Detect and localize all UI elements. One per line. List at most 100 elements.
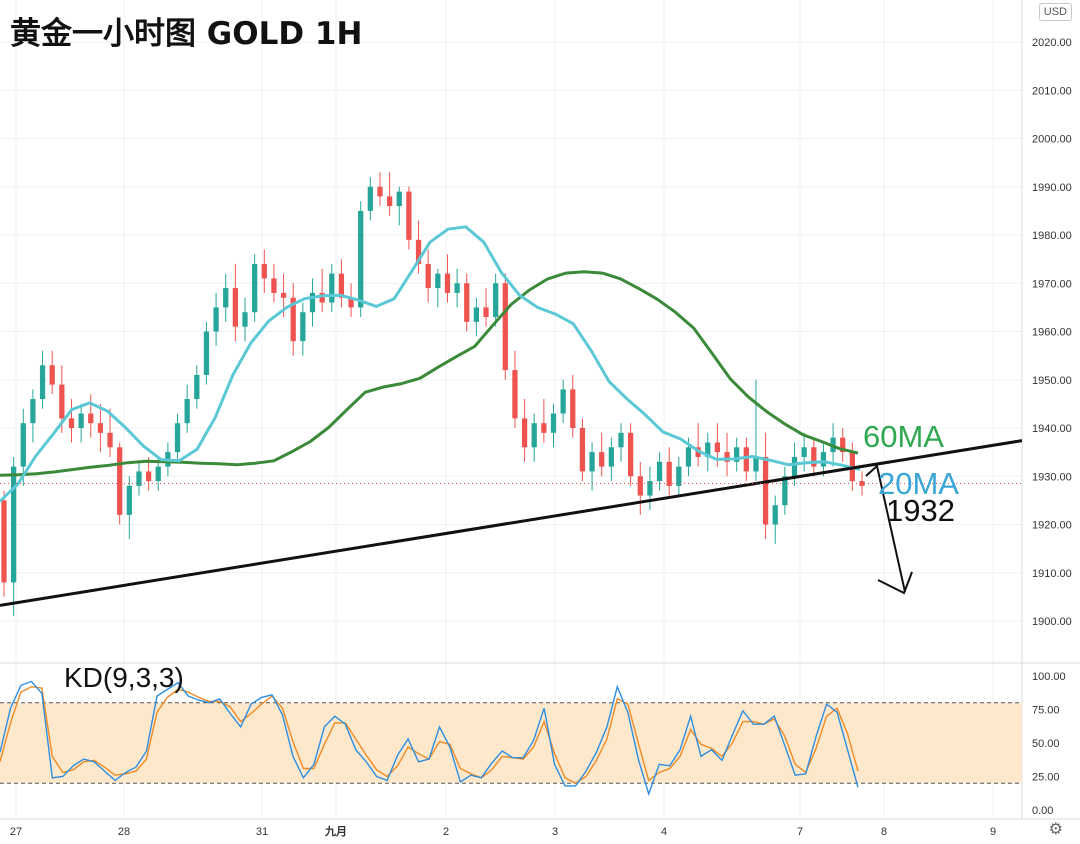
candle (11, 456, 17, 617)
candle-body (415, 239, 422, 264)
price-tick-label: 1940.00 (1032, 423, 1072, 435)
candle-body (579, 428, 586, 472)
candle (358, 201, 364, 318)
candle (608, 437, 614, 482)
candle (560, 379, 566, 424)
currency-button[interactable]: USD (1038, 3, 1072, 21)
candle-body (271, 278, 277, 293)
candle-body (20, 423, 26, 467)
candle-body (685, 447, 692, 467)
candle (840, 428, 846, 462)
candle (386, 172, 393, 216)
candle-body (705, 442, 711, 457)
candle-body (300, 312, 306, 342)
candle (136, 461, 142, 496)
candle (406, 186, 412, 250)
candle (30, 389, 36, 443)
candle (290, 283, 296, 356)
candle-body (502, 283, 508, 371)
candle-body (1, 500, 7, 583)
chart-title: 黄金一小时图 GOLD 1H (10, 16, 363, 52)
candle (329, 263, 335, 313)
candle-body (68, 418, 75, 428)
candle-body (30, 399, 36, 424)
price-tick-label: 1910.00 (1032, 568, 1072, 580)
candle-body (734, 447, 740, 462)
trendline[interactable] (0, 439, 1023, 607)
candle-body (319, 292, 325, 303)
candle (859, 471, 865, 496)
candle-body (11, 466, 17, 583)
candle (762, 432, 769, 539)
candle-body (772, 505, 778, 525)
candle (174, 413, 181, 462)
candle (782, 466, 788, 515)
kd-tick-label: 50.00 (1032, 738, 1060, 750)
candle-body (637, 476, 643, 496)
candle (271, 263, 277, 303)
candle-body (425, 263, 431, 289)
candle-body (618, 432, 624, 448)
candle (512, 350, 518, 428)
candle (579, 418, 586, 482)
time-tick-label: 2 (443, 826, 449, 838)
candle-body (126, 485, 132, 515)
candle-body (39, 365, 46, 400)
candle (261, 249, 267, 293)
price-tick-label: 1930.00 (1032, 471, 1072, 483)
candle-body (213, 307, 219, 332)
price-tick-label: 1920.00 (1032, 520, 1072, 532)
candle (107, 408, 113, 457)
candle-body (512, 370, 518, 419)
candle-body (840, 437, 846, 453)
price-tick-label: 1900.00 (1032, 616, 1072, 628)
candle-body (782, 476, 788, 506)
candle (666, 447, 672, 496)
candle-body (358, 210, 364, 308)
candle-body (184, 399, 190, 424)
candle-body (753, 456, 759, 472)
candle-body (743, 447, 749, 472)
candle (39, 350, 46, 409)
candle-body (599, 452, 605, 467)
candle (531, 413, 537, 462)
candle-body (309, 292, 316, 313)
candle (599, 432, 605, 477)
candle (377, 172, 383, 207)
candle (242, 297, 248, 342)
candle-body (97, 423, 104, 433)
time-tick-label: 3 (552, 826, 558, 838)
candle (627, 423, 634, 486)
candle (319, 268, 325, 313)
candle (820, 442, 827, 477)
price-tick-label: 1980.00 (1032, 230, 1072, 242)
time-tick-label: 4 (661, 826, 667, 838)
candle (502, 273, 508, 380)
candle-body (550, 413, 557, 433)
candle-body (117, 447, 123, 515)
candle-body (608, 447, 614, 467)
candle-body (261, 263, 267, 279)
candle (194, 365, 200, 409)
candle-body (290, 297, 296, 342)
candle-body (377, 186, 383, 197)
ma20-line (0, 225, 861, 503)
candle (647, 466, 653, 511)
candle-body (107, 432, 113, 448)
candle-body (280, 292, 287, 298)
candle-body (521, 418, 528, 448)
candle (184, 384, 190, 433)
candle (570, 374, 576, 438)
candle-body (791, 456, 798, 477)
candle (705, 432, 711, 472)
candle-body (493, 283, 499, 318)
time-tick-label: 31 (256, 826, 268, 838)
candle-body (444, 273, 451, 293)
candle (454, 268, 460, 308)
candle (213, 292, 219, 346)
candle (656, 452, 663, 491)
candle (637, 461, 643, 515)
gear-icon[interactable]: ⚙ (1048, 821, 1063, 838)
candle (396, 186, 402, 226)
